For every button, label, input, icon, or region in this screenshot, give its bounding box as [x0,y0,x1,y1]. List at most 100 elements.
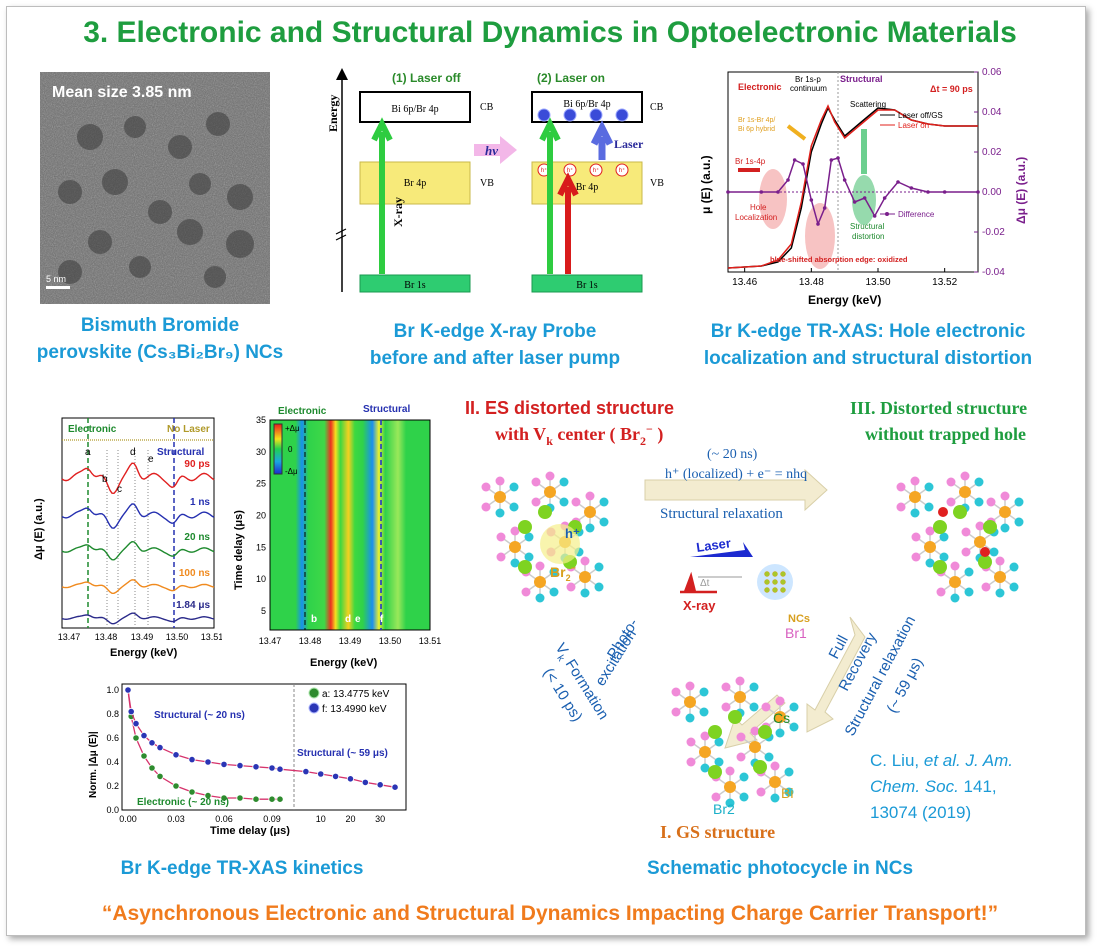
difference-point [816,222,820,226]
continuum-label-1: Br 1s-p [795,75,821,84]
svg-text:hv: hv [485,143,498,158]
inset-laser-label: Laser [695,535,731,555]
kinetics-point [361,778,369,787]
hole-highlight [540,524,580,564]
delay-trace-4 [61,612,215,625]
blue-shift-label: blue-shifted absorption edge: oxidized [770,255,908,264]
kinetics-point [132,719,140,728]
inset-xray-label: X-ray [683,598,716,613]
difference-point [822,206,827,210]
time-energy-map: +Δμ 0 -Δμ Electronic Structural b d e f … [233,404,442,669]
trxas-caption: Br K-edge TR-XAS: Hole electronic locali… [703,321,1033,369]
trxas-xtick: 13.50 [865,277,890,288]
vb-box-off [359,161,471,205]
br2-minus-label: Br2− [550,563,576,583]
legend-diff: Difference [898,210,935,219]
difference-point [862,196,867,200]
svg-text:h⁺: h⁺ [593,167,600,174]
trxas-ytick: -0.04 [982,267,1005,278]
trxas-electronic-label: Electronic [738,82,782,92]
edge-ellipse [805,203,835,269]
trxas-x-axis-label: Energy (keV) [808,293,881,307]
structural-20ns-label: Structural (~ 20 ns) [154,710,245,721]
hole-ellipse [759,169,787,229]
map-ytick: 5 [261,606,266,616]
kinetics-xtick: 0.06 [215,814,233,824]
kinetics-frame [121,683,407,811]
trxas-chart: 13.46 13.48 13.50 13.52 0.06 0.04 0.02 0.00 -0.0… [699,67,1028,307]
map-ytick: 20 [256,510,266,520]
kinetics-ytick: 0.8 [106,709,119,719]
kinetics-point [376,781,384,789]
map-letter-b: b [311,614,317,625]
difference-point [829,158,834,162]
br2-label: Br2 [713,801,735,817]
svg-text:CB: CB [480,102,494,113]
difference-point [842,178,847,182]
map-electronic-label: Electronic [278,406,327,417]
difference-point [836,156,840,160]
delay-xtick: 13.50 [166,632,189,642]
relaxation-label: Structural relaxation [660,506,783,522]
core-box-on [531,274,643,293]
legend-a: a: 13.4775 keV [322,689,390,700]
delay-xtick: 13.47 [58,632,81,642]
map-ytick: 10 [256,574,266,584]
distortion-ellipse [852,175,876,225]
map-xtick: 13.50 [379,636,402,646]
xray-arrow-on-red [557,172,579,274]
photocycle-caption: Schematic photocycle in NCs [646,858,914,879]
kinetics-xtick: 30 [375,814,385,824]
trxas-xtick: 13.48 [799,277,824,288]
kinetics-point [156,744,164,752]
map-x-axis-label: Energy (keV) [310,657,378,669]
tem-caption: Bismuth Bromide perovskite (Cs₃Bi₂Br₉) N… [36,315,284,363]
svg-text:h⁺: h⁺ [541,167,548,174]
distortion-label-2: distortion [852,232,884,241]
kinetics-caption: Br K-edge TR-XAS kinetics [120,858,364,879]
trxas-ytick: 0.02 [982,147,1002,158]
laser-pulse-icon [690,542,753,557]
trxas-xtick: 13.46 [732,277,757,288]
cs-label: Cs [773,710,790,726]
svg-text:h⁺: h⁺ [567,167,574,174]
delay-xtick: 13.51 [201,632,222,642]
axis-break [335,228,347,241]
kinetics-xtick: 0.00 [119,814,137,824]
kinetics-point [188,756,196,764]
delay-xtick: 13.49 [131,632,154,642]
displaced-atom [980,547,990,557]
map-xtick: 13.51 [419,636,442,646]
cb-box-off [359,91,471,123]
kinetics-ytick: 1.0 [106,685,119,695]
state-II-subtitle: with Vk center ( Br2− ) [495,422,663,448]
trxas-structural-label: Structural [840,74,883,84]
kinetics-xtick: 10 [316,814,326,824]
relaxation-arrow [644,468,828,512]
delay-trace-1 [61,503,215,529]
delay-label-1: 1 ns [190,497,210,508]
difference-point [909,186,914,190]
difference-point [801,162,805,166]
kinetics-point [172,782,180,790]
kinetics-point [268,764,276,772]
svg-text:VB: VB [480,178,494,189]
xray-arrow-off [371,117,393,274]
trxas-ytick: 0.04 [982,107,1002,118]
state-I-title: I. GS structure [660,822,775,842]
map-ytick: 25 [256,479,266,489]
kinetics-point [204,792,212,800]
trxas-ytick: 0.06 [982,67,1002,78]
kinetics-point [236,762,244,770]
map-ytick: 15 [256,542,266,552]
no-laser-label: No Laser [167,424,210,435]
svg-text:VB: VB [650,178,664,189]
map-letter-d: d [345,614,351,625]
delay-trace-3 [61,579,215,595]
map-xtick: 13.49 [339,636,362,646]
kinetics-point [268,795,276,803]
colorbar [273,423,283,475]
kinetics-point [148,739,156,747]
kinetics-point [252,763,260,771]
map-ytick: 30 [256,447,266,457]
